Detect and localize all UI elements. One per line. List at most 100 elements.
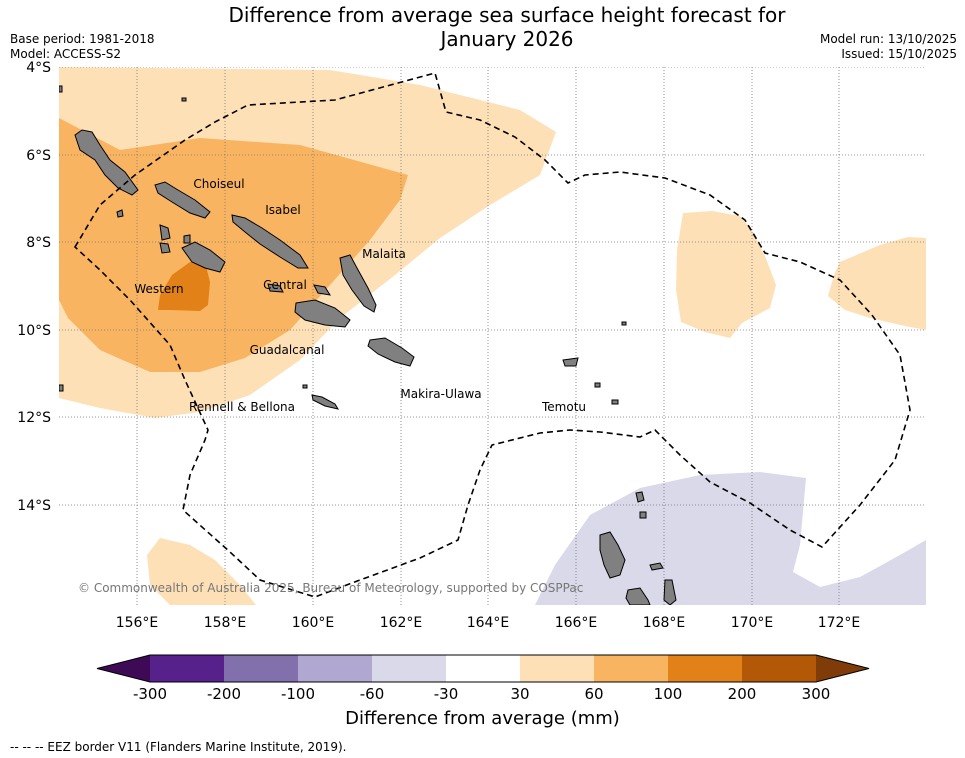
map-plot-area xyxy=(59,67,926,605)
lon-label: 160°E xyxy=(292,615,335,631)
longitude-labels: 156°E 158°E 160°E 162°E 164°E 166°E 168°… xyxy=(116,615,861,631)
lat-label: 8°S xyxy=(26,235,51,251)
makira-island xyxy=(367,337,415,367)
colorbar: -300 -200 -100 -60 -30 30 60 100 200 300 xyxy=(96,654,870,703)
map-title: Difference from average sea surface heig… xyxy=(0,3,965,51)
anomaly-zone-30-60-east-a xyxy=(676,211,776,338)
guadalcanal-island xyxy=(294,299,351,328)
copyright-notice: © Commonwealth of Australia 2025, Bureau… xyxy=(78,581,583,595)
model-run: Model run: 13/10/2025 xyxy=(819,32,957,46)
anomaly-zone-100-200 xyxy=(158,262,210,311)
florida-island xyxy=(267,283,284,293)
isabel-island xyxy=(231,214,309,269)
colorbar-segment xyxy=(594,655,668,682)
colorbar-tick: -200 xyxy=(207,685,241,703)
colorbar-segment xyxy=(97,655,150,682)
anomaly-zone-neg30-60 xyxy=(535,472,926,605)
region-label-guadalcanal: Guadalcanal xyxy=(250,343,325,357)
shortland-island xyxy=(116,209,124,218)
vella-lavella-island xyxy=(183,234,191,244)
torres-islands xyxy=(639,511,647,519)
colorbar-segment xyxy=(446,655,520,682)
colorbar-segment xyxy=(816,655,869,682)
bougainville-island xyxy=(74,129,139,196)
russell-island xyxy=(313,284,332,296)
colorbar-tick: 60 xyxy=(584,685,603,703)
colorbar-tick: -100 xyxy=(281,685,315,703)
lat-label: 12°S xyxy=(17,410,51,426)
colorbar-tick: -60 xyxy=(360,685,385,703)
utupua-island xyxy=(611,399,619,405)
lon-label: 170°E xyxy=(731,615,774,631)
banks-islands xyxy=(635,491,645,503)
rendova-island xyxy=(159,224,171,241)
vanuatu-pentecost xyxy=(663,579,677,605)
choiseul-island xyxy=(154,181,211,219)
colorbar-segment xyxy=(224,655,298,682)
colorbar-tick: 30 xyxy=(510,685,529,703)
region-label-malaita: Malaita xyxy=(362,247,406,261)
colorbar-segment xyxy=(520,655,594,682)
lat-label: 6°S xyxy=(26,148,51,164)
colorbar-outline xyxy=(96,654,870,683)
lon-label: 168°E xyxy=(643,615,686,631)
lon-label: 162°E xyxy=(380,615,423,631)
vanuatu-espiritu-santo xyxy=(599,531,626,579)
colorbar-tick: -300 xyxy=(133,685,167,703)
rennell-island xyxy=(311,394,340,410)
vanuatu-ambae xyxy=(649,562,664,571)
latitude-labels: 4°S 6°S 8°S 10°S 12°S 14°S xyxy=(17,60,51,514)
issued-date: Issued: 15/10/2025 xyxy=(841,47,957,61)
map-title-line1: Difference from average sea surface heig… xyxy=(228,3,786,27)
region-labels: Choiseul Isabel Malaita Western Central … xyxy=(134,177,586,414)
region-label-rennell-bellona: Rennell & Bellona xyxy=(189,400,295,414)
vanuatu-malekula xyxy=(625,587,651,605)
colorbar-tick: 200 xyxy=(728,685,757,703)
colorbar-segment xyxy=(298,655,372,682)
lon-label: 164°E xyxy=(467,615,510,631)
lon-label: 158°E xyxy=(204,615,247,631)
ontong-java-atoll xyxy=(181,97,187,102)
model-info: Base period: 1981-2018 Model: ACCESS-S2 xyxy=(10,32,155,62)
colorbar-tick: -30 xyxy=(434,685,459,703)
colorbar-title: Difference from average (mm) xyxy=(345,708,620,729)
lat-label: 10°S xyxy=(17,323,51,339)
colorbar-segment xyxy=(668,655,742,682)
eez-legend-footnote: -- -- -- EEZ border V11 (Flanders Marine… xyxy=(10,740,347,754)
anomaly-zone-30-60-south xyxy=(147,538,256,605)
west-coast-island-2 xyxy=(59,384,64,392)
region-label-western: Western xyxy=(134,282,183,296)
reef-islands xyxy=(594,382,601,388)
run-info: Model run: 13/10/2025 Issued: 15/10/2025 xyxy=(820,32,957,62)
region-label-temotu: Temotu xyxy=(541,400,586,414)
tikopia-island xyxy=(621,321,627,326)
region-label-isabel: Isabel xyxy=(265,203,300,217)
anomaly-zone-30-60-east-b xyxy=(828,237,926,330)
malaita-island xyxy=(339,254,377,313)
anomaly-zone-60-100 xyxy=(59,118,408,372)
lon-label: 166°E xyxy=(555,615,598,631)
lat-label: 14°S xyxy=(17,498,51,514)
lat-label: 4°S xyxy=(26,60,51,76)
region-label-choiseul: Choiseul xyxy=(193,177,244,191)
base-period: Base period: 1981-2018 xyxy=(10,32,155,46)
land-masses xyxy=(59,85,677,605)
santa-cruz-island xyxy=(562,357,579,367)
region-label-makira-ulawa: Makira-Ulawa xyxy=(400,387,481,401)
colorbar-segment xyxy=(150,655,224,682)
model-name: Model: ACCESS-S2 xyxy=(10,47,122,61)
colorbar-ticks: -300 -200 -100 -60 -30 30 60 100 200 300 xyxy=(133,685,830,703)
colorbar-segment xyxy=(372,655,446,682)
colorbar-tick: 100 xyxy=(654,685,683,703)
ranongga-island xyxy=(159,242,171,254)
lon-label: 156°E xyxy=(116,615,159,631)
map-title-line2: January 2026 xyxy=(440,27,574,51)
new-georgia-island xyxy=(181,241,226,273)
graticule xyxy=(59,67,926,605)
lon-label: 172°E xyxy=(818,615,861,631)
region-label-central: Central xyxy=(263,278,307,292)
colorbar-tick: 300 xyxy=(802,685,831,703)
west-coast-island xyxy=(59,85,63,93)
colorbar-segment xyxy=(742,655,816,682)
